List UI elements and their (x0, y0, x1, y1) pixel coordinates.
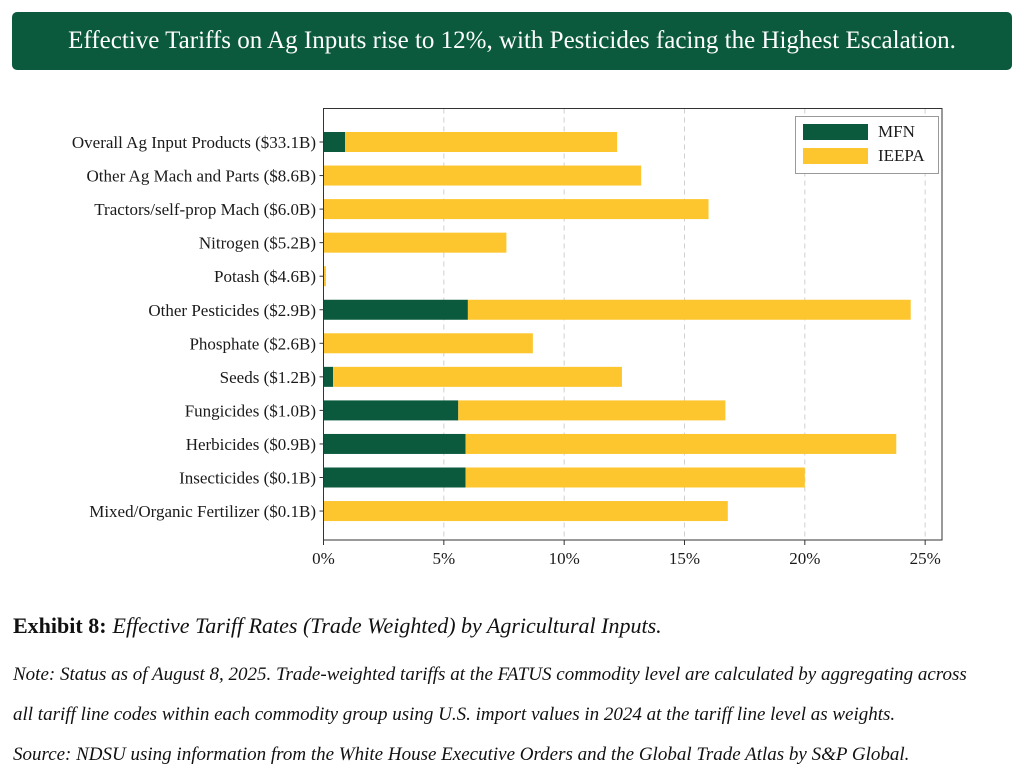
bar-ieepa (465, 467, 805, 488)
category-label: Fungicides ($1.0B) (185, 401, 316, 420)
bar-ieepa (345, 132, 618, 152)
y-axis: Overall Ag Input Products ($33.1B) Other … (72, 133, 324, 521)
category-label: Other Ag Mach and Parts ($8.6B) (87, 167, 316, 186)
exhibit-label: Exhibit 8: (13, 613, 107, 638)
stacked-bar-chart: Overall Ag Input Products ($33.1B) Other … (72, 108, 943, 568)
legend-swatch-ieepa (803, 148, 868, 164)
source-line: Source: NDSU using information from the … (13, 744, 910, 765)
chart-title: Effective Tariffs on Ag Inputs rise to 1… (68, 27, 956, 54)
bar-ieepa (323, 232, 507, 253)
note-line: Note: Status as of August 8, 2025. Trade… (13, 664, 967, 685)
exhibit-caption: Exhibit 8: Effective Tariff Rates (Trade … (13, 610, 662, 642)
legend: MFN IEEPA (795, 116, 939, 174)
legend-label-mfn: MFN (878, 122, 915, 141)
bar-mfn (323, 299, 468, 320)
bar-mfn (323, 366, 334, 387)
bar-ieepa (458, 400, 726, 421)
note-line: all tariff line codes within each commod… (13, 704, 896, 725)
bar-ieepa (323, 165, 642, 186)
bar-mfn (323, 433, 466, 454)
exhibit-title: Effective Tariff Rates (Trade Weighted) … (112, 613, 662, 638)
category-label: Other Pesticides ($2.9B) (148, 301, 316, 320)
bar-mfn (323, 467, 466, 488)
category-label: Overall Ag Input Products ($33.1B) (72, 133, 316, 152)
bar-ieepa (465, 433, 897, 454)
legend-label-ieepa: IEEPA (878, 146, 925, 165)
bar-ieepa (323, 199, 709, 220)
bar-ieepa (323, 501, 728, 522)
category-label: Nitrogen ($5.2B) (199, 234, 316, 253)
category-label: Phosphate ($2.6B) (189, 334, 316, 353)
category-label: Insecticides ($0.1B) (179, 469, 316, 488)
category-label: Herbicides ($0.9B) (186, 435, 316, 454)
bar-ieepa (323, 266, 326, 287)
title-banner: Effective Tariffs on Ag Inputs rise to 1… (12, 12, 1012, 70)
category-label: Mixed/Organic Fertilizer ($0.1B) (89, 502, 316, 521)
bar-ieepa (323, 333, 533, 354)
category-label: Potash ($4.6B) (214, 267, 316, 286)
x-tick-label: 15% (669, 549, 700, 568)
x-axis: 0% 5% 10% 15% 20% 25% (312, 540, 941, 568)
x-tick-label: 10% (549, 549, 580, 568)
x-tick-label: 0% (312, 549, 335, 568)
plot-frame (323, 108, 943, 541)
bar-mfn (323, 132, 346, 152)
x-tick-label: 25% (910, 549, 941, 568)
bar-ieepa (467, 299, 911, 320)
category-label: Seeds ($1.2B) (220, 368, 316, 387)
category-label: Tractors/self-prop Mach ($6.0B) (94, 200, 316, 219)
x-tick-label: 5% (432, 549, 455, 568)
legend-swatch-mfn (803, 124, 868, 140)
x-tick-label: 20% (789, 549, 820, 568)
bars (323, 132, 911, 522)
bar-ieepa (333, 366, 622, 387)
bar-mfn (323, 400, 459, 421)
